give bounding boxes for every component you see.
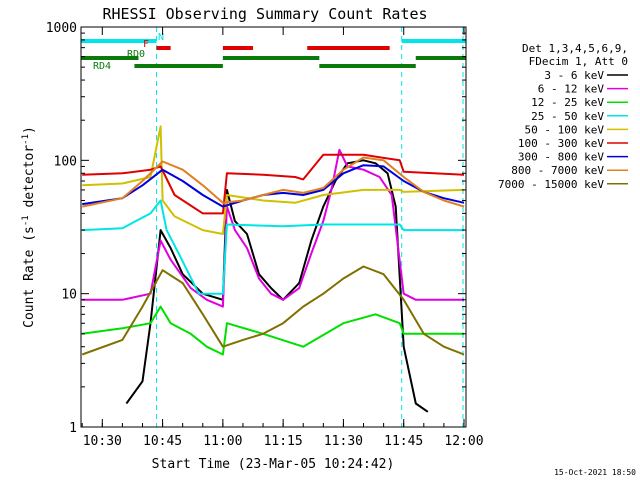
legend-header-line2: FDecim 1, Att 0 xyxy=(529,55,628,68)
y-tick-label: 10 xyxy=(61,288,77,303)
generated-timestamp: 15-Oct-2021 18:50 xyxy=(554,468,636,477)
y-tick-label: 1000 xyxy=(46,21,77,36)
series-line xyxy=(82,199,464,295)
legend-entry-label: 100 - 300 keV xyxy=(518,137,604,150)
y-axis-label-sup2: -1 xyxy=(21,134,31,145)
legend-header-line1: Det 1,3,4,5,6,9, xyxy=(522,42,628,55)
flag-label: RD4 xyxy=(93,61,111,72)
legend-entry-label: 6 - 12 keV xyxy=(538,83,605,96)
y-axis-label: Count Rate (s-1 detector-1) xyxy=(21,126,37,328)
legend-entry-label: 300 - 800 keV xyxy=(518,151,604,164)
legend-entry-label: 800 - 7000 keV xyxy=(511,164,604,177)
legend-entry-label: 25 - 50 keV xyxy=(531,110,604,123)
x-axis-label: Start Time (23-Mar-05 10:24:42) xyxy=(152,457,395,472)
y-axis-label-sup1: -1 xyxy=(21,215,31,226)
x-tick-label: 10:30 xyxy=(83,434,122,449)
flag-label: F xyxy=(143,39,149,50)
x-tick-label: 12:00 xyxy=(444,434,483,449)
y-tick-label: 100 xyxy=(54,154,77,169)
series-line xyxy=(81,156,465,208)
y-axis-label-end: ) xyxy=(22,126,37,134)
plot-frame xyxy=(80,26,467,428)
legend: Det 1,3,4,5,6,9, FDecim 1, Att 0 3 - 6 k… xyxy=(498,42,628,191)
legend-entry-label: 7000 - 15000 keV xyxy=(498,178,604,191)
y-tick-label: 1 xyxy=(69,421,77,436)
series-line xyxy=(81,265,465,356)
series-line xyxy=(82,305,464,356)
legend-entry-label: 12 - 25 keV xyxy=(531,96,604,109)
x-axis: 10:30 10:45 11:00 11:15 11:30 11:45 12:00 xyxy=(81,27,484,449)
legend-entry-label: 3 - 6 keV xyxy=(544,69,604,82)
legend-entry-label: 50 - 100 keV xyxy=(525,123,605,136)
x-tick-label: 10:45 xyxy=(143,434,182,449)
series-line xyxy=(125,159,429,413)
y-axis: 1 10 100 1000 xyxy=(46,21,466,436)
x-tick-label: 11:15 xyxy=(264,434,303,449)
x-tick-label: 11:00 xyxy=(203,434,242,449)
y-axis-label-main: Count Rate (s xyxy=(22,226,37,328)
series-line xyxy=(82,125,465,235)
x-tick-label: 11:45 xyxy=(384,434,423,449)
flag-label: N xyxy=(158,32,164,43)
chart-title: RHESSI Observing Summary Count Rates xyxy=(102,5,427,23)
y-axis-label-mid: detector xyxy=(22,145,37,216)
flag-label: RD0 xyxy=(127,49,145,60)
series-line xyxy=(82,164,465,208)
x-tick-label: 11:30 xyxy=(324,434,363,449)
